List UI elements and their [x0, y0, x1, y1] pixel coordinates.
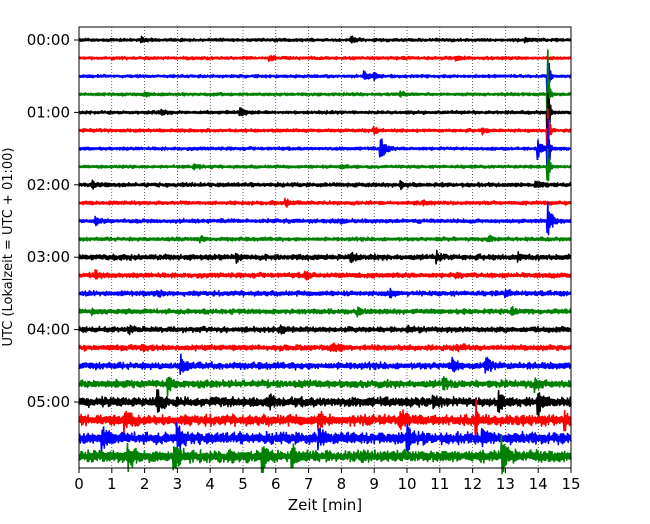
x-tick-label: 5 — [238, 475, 248, 493]
x-tick-label: 14 — [529, 475, 548, 493]
x-tick-label: 7 — [304, 475, 314, 493]
y-tick-label: 04:00 — [27, 321, 70, 339]
seismic-trace — [78, 342, 572, 353]
x-tick-label: 2 — [140, 475, 150, 493]
seismic-trace — [78, 92, 572, 148]
x-tick-label: 12 — [463, 475, 482, 493]
seismic-trace — [78, 376, 572, 397]
x-axis-label: Zeit [min] — [288, 496, 362, 514]
seismic-trace — [78, 197, 572, 208]
seismic-trace — [78, 54, 572, 62]
x-tick-label: 8 — [337, 475, 347, 493]
y-tick-label: 05:00 — [27, 393, 70, 411]
x-tick-label: 0 — [74, 475, 84, 493]
seismic-trace — [78, 58, 572, 98]
x-axis: 0 1 2 3 4 5 6 7 8 9 10 11 12 13 14 15 — [74, 468, 581, 493]
seismic-trace — [78, 249, 572, 265]
plot-area-background — [79, 27, 571, 468]
seismic-trace — [78, 324, 572, 336]
seismic-trace — [78, 306, 572, 318]
seismic-trace — [78, 399, 572, 438]
y-tick-label: 03:00 — [27, 248, 70, 266]
seismic-trace — [78, 49, 572, 125]
seismic-trace — [78, 269, 572, 281]
seismic-trace — [78, 287, 572, 299]
seismic-traces — [78, 35, 572, 475]
seismic-trace — [78, 179, 572, 191]
plot-frame — [78, 26, 572, 469]
x-tick-label: 4 — [205, 475, 215, 493]
seismic-trace — [78, 353, 572, 375]
x-tick-label: 9 — [369, 475, 379, 493]
x-tick-label: 13 — [496, 475, 515, 493]
seismic-trace — [78, 107, 572, 173]
seismic-trace — [78, 201, 572, 236]
seismic-trace — [78, 148, 572, 182]
x-tick-label: 3 — [173, 475, 183, 493]
x-tick-label: 15 — [561, 475, 580, 493]
x-tick-label: 1 — [107, 475, 117, 493]
seismic-trace — [78, 388, 572, 418]
seismic-trace — [78, 118, 572, 175]
seismic-trace — [78, 434, 572, 475]
y-axis-label: UTC (Lokalzeit = UTC + 01:00) — [1, 148, 16, 347]
y-tick-label: 02:00 — [27, 176, 70, 194]
seismic-trace — [78, 35, 572, 44]
seismic-trace — [78, 421, 572, 455]
x-tick-label: 6 — [271, 475, 281, 493]
seismic-trace — [78, 234, 572, 244]
x-tick-label: 10 — [397, 475, 416, 493]
x-tick-label: 11 — [430, 475, 449, 493]
y-tick-label: 01:00 — [27, 103, 70, 121]
y-tick-label: 00:00 — [27, 31, 70, 49]
y-axis: 00:00 01:00 02:00 03:00 04:00 05:00 — [27, 31, 79, 411]
